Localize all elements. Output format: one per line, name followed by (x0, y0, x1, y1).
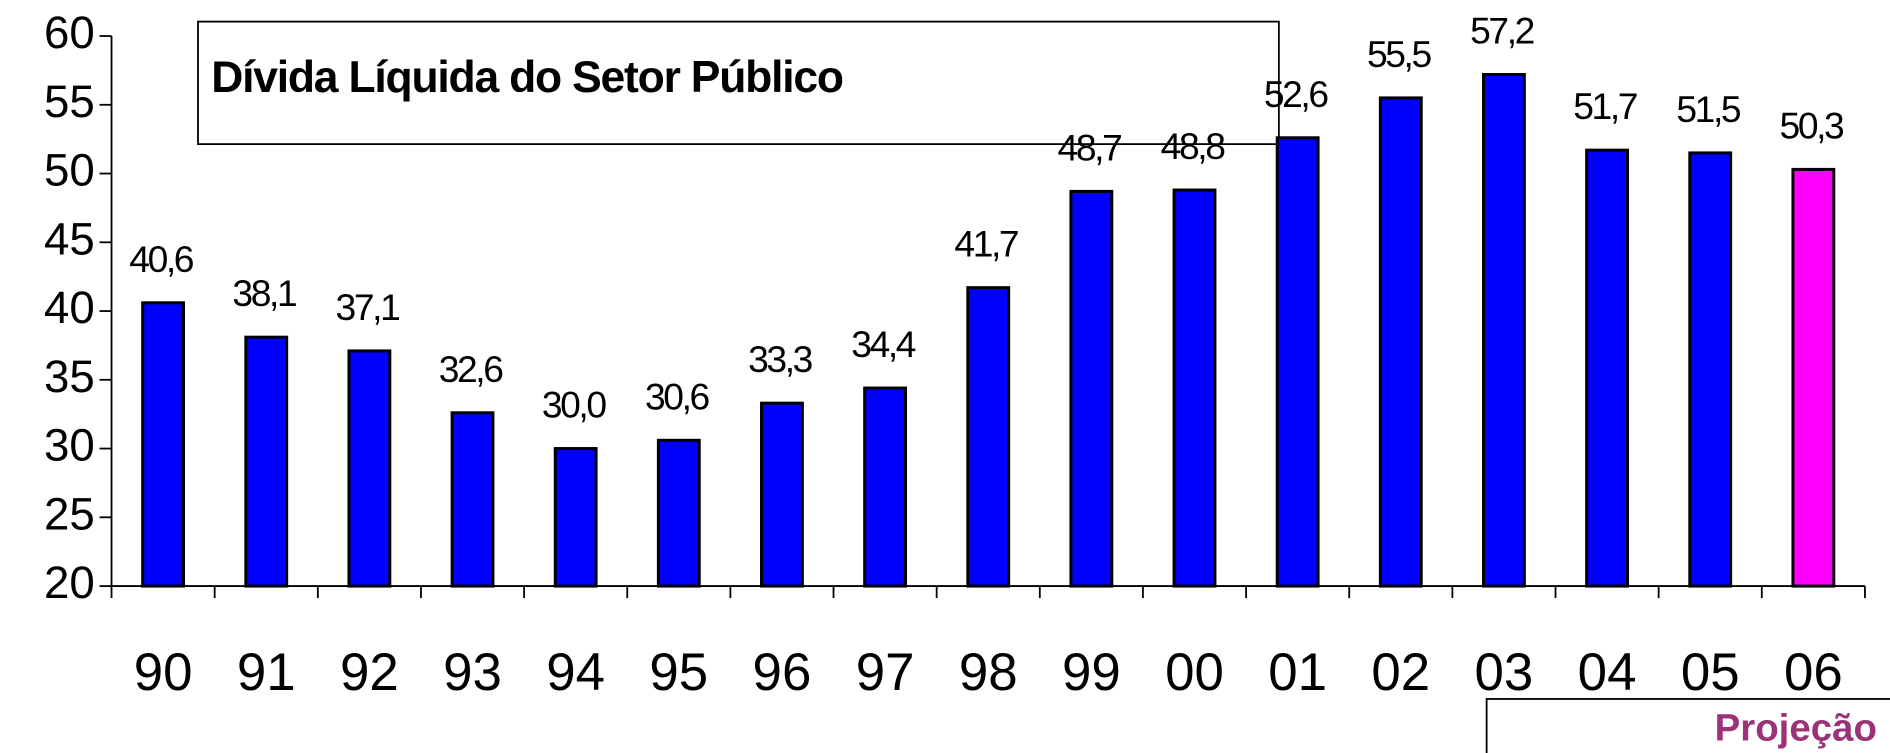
data-label: 52,6 (1264, 73, 1329, 115)
x-tick-label: 93 (443, 643, 502, 702)
data-label: 41,7 (954, 223, 1018, 265)
data-label: 51,7 (1573, 85, 1637, 127)
data-label: 57,2 (1470, 10, 1534, 52)
bar (1172, 188, 1217, 588)
x-tick-label: 05 (1681, 643, 1740, 702)
x-tick-label: 04 (1578, 643, 1637, 702)
x-tick-label: 03 (1475, 643, 1534, 702)
data-label: 48,7 (1058, 126, 1122, 168)
bar (863, 386, 908, 588)
data-label: 40,6 (129, 238, 194, 280)
x-tick-label: 94 (546, 643, 605, 702)
bar (141, 301, 186, 588)
bar (244, 335, 289, 588)
data-label: 38,1 (232, 272, 296, 314)
x-tick-label: 01 (1268, 643, 1327, 702)
bar (1482, 73, 1526, 588)
y-tick-label: 20 (44, 557, 95, 608)
x-tick-label: 90 (134, 643, 193, 702)
x-tick-label: 95 (649, 643, 708, 702)
x-tick-label: 02 (1371, 643, 1430, 702)
y-tick-label: 40 (44, 282, 95, 333)
title-box (197, 20, 1280, 146)
bar (347, 349, 392, 588)
bar (760, 401, 804, 588)
bar (553, 447, 598, 588)
x-tick-label: 06 (1784, 643, 1843, 702)
y-tick-label: 25 (44, 488, 95, 539)
y-tick-label: 55 (44, 76, 95, 127)
bar (1275, 136, 1320, 588)
bar (1585, 148, 1629, 588)
x-tick-label: 91 (237, 643, 296, 702)
annotation-box (1485, 698, 1890, 753)
x-tick-label: 98 (959, 643, 1018, 702)
y-tick-label: 50 (44, 145, 95, 196)
data-label: 34,4 (851, 323, 916, 365)
y-tick-label: 30 (44, 420, 95, 471)
bar (1688, 151, 1733, 588)
data-label: 55,5 (1367, 33, 1432, 75)
bar (1069, 189, 1114, 588)
data-label: 37,1 (336, 286, 400, 328)
x-tick-label: 96 (753, 643, 812, 702)
annotation: Projeção (1715, 706, 1877, 749)
data-label: 30,6 (645, 375, 710, 417)
bar (450, 411, 495, 588)
data-label: 30,0 (542, 384, 607, 426)
data-label: 48,8 (1161, 125, 1226, 167)
bar (1378, 96, 1423, 588)
x-tick-label: 92 (340, 643, 399, 702)
data-label: 50,3 (1780, 104, 1845, 146)
y-tick-label: 35 (44, 351, 95, 402)
x-tick-label: 00 (1165, 643, 1224, 702)
bar (1791, 167, 1836, 588)
x-tick-label: 97 (856, 643, 915, 702)
chart-title: Dívida Líquida do Setor Público (211, 53, 843, 102)
data-label: 33,3 (748, 338, 813, 380)
bar (966, 286, 1011, 588)
y-tick-label: 45 (44, 213, 95, 264)
bar (656, 438, 701, 588)
x-tick-label: 99 (1062, 643, 1121, 702)
data-label: 32,6 (439, 348, 504, 390)
y-tick-label: 60 (44, 7, 95, 58)
data-label: 51,5 (1676, 88, 1741, 130)
